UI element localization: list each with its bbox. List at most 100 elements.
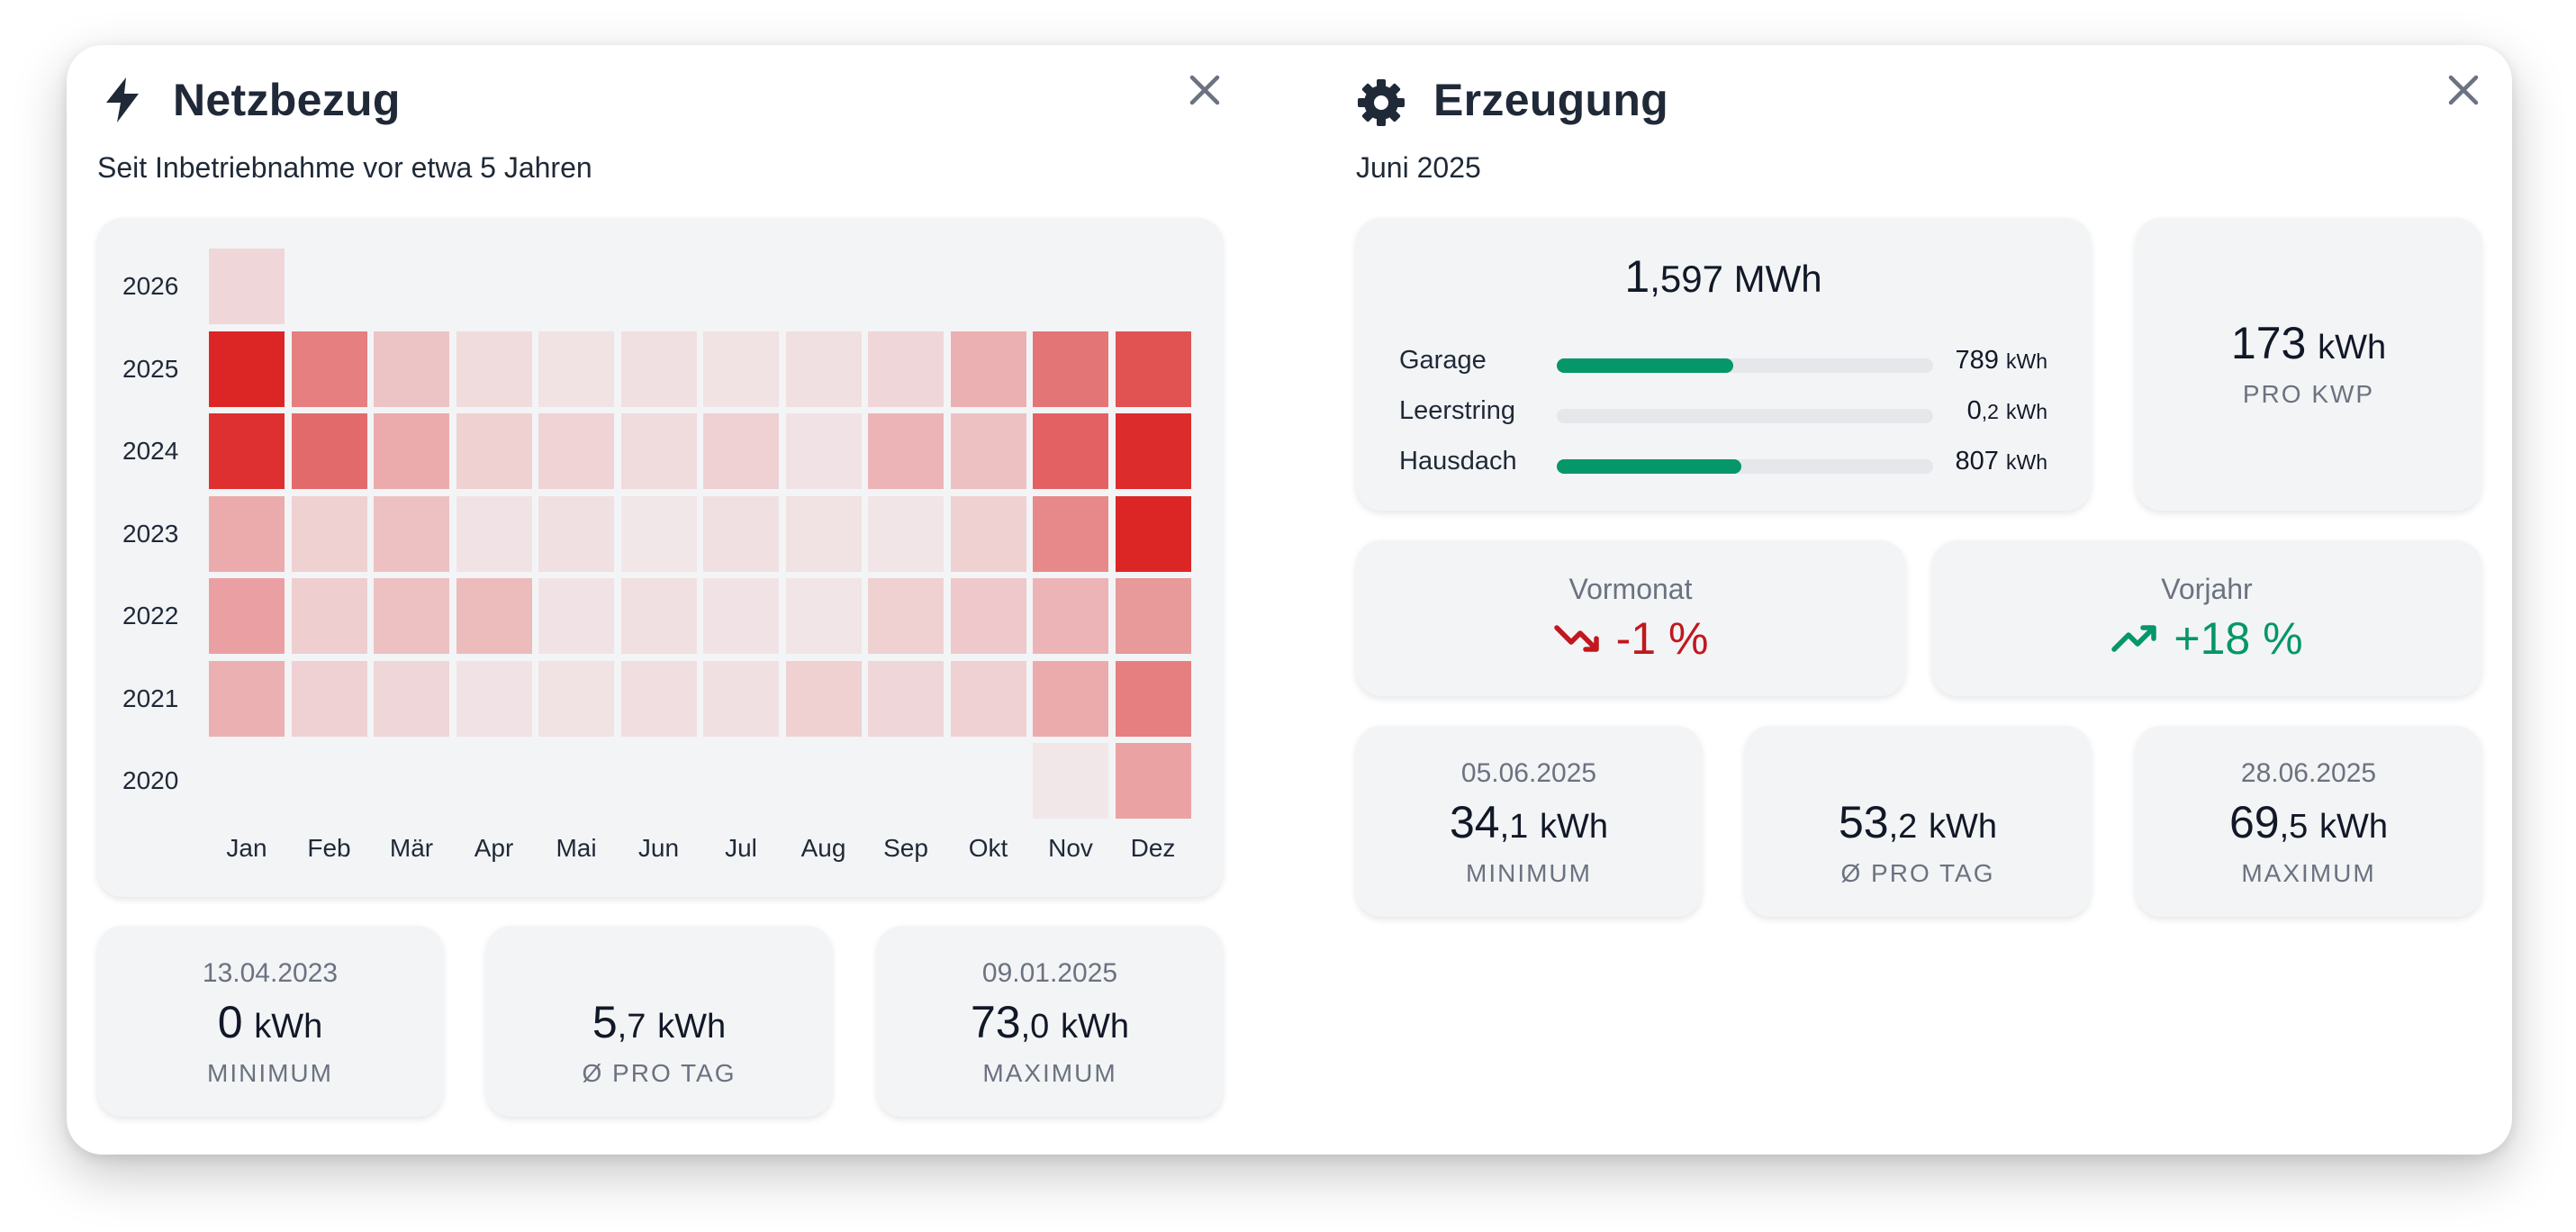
heatmap-month-label: Jan: [226, 834, 267, 862]
heatmap-year-label: 2024: [122, 437, 179, 465]
string-row-hausdach: Hausdach 807 kWh: [1399, 447, 2047, 476]
heatmap-cell[interactable]: [374, 495, 449, 572]
heatmap-cell[interactable]: [620, 495, 697, 572]
heatmap-cell[interactable]: [538, 495, 614, 572]
heatmap-cell[interactable]: [703, 578, 779, 654]
heatmap-cell[interactable]: [785, 660, 862, 737]
heatmap-cell[interactable]: [703, 331, 779, 407]
heatmap-cell[interactable]: [291, 413, 367, 489]
heatmap-cell[interactable]: [950, 660, 1026, 737]
heatmap-cell[interactable]: [1115, 495, 1191, 572]
erzeugung-title: Erzeugung: [1433, 75, 1669, 125]
vorjahr-title: Vorjahr: [2161, 573, 2253, 605]
heatmap-cell[interactable]: [620, 660, 697, 737]
heatmap-cell[interactable]: [209, 578, 285, 654]
string-progress-bar: [1557, 358, 1933, 373]
heatmap-cell[interactable]: [209, 413, 285, 489]
heatmap-cell[interactable]: [1115, 331, 1191, 407]
heatmap-cell[interactable]: [1115, 743, 1191, 819]
heatmap-cell[interactable]: [1033, 495, 1108, 572]
heatmap-month-label: Okt: [968, 834, 1008, 862]
heatmap-cell[interactable]: [703, 495, 779, 572]
heatmap-month-label: Nov: [1048, 834, 1093, 862]
heatmap-cell[interactable]: [785, 495, 862, 572]
heatmap-cell[interactable]: [1033, 743, 1108, 819]
heatmap-month-label: Aug: [800, 834, 846, 862]
avg-label: Ø PRO TAG: [582, 1059, 737, 1087]
heatmap-cell[interactable]: [291, 578, 367, 654]
heatmap-cell[interactable]: [538, 413, 614, 489]
heatmap-cell[interactable]: [456, 331, 532, 407]
per-kwp-card: 173 kWh PRO KWP: [2136, 218, 2481, 511]
close-icon[interactable]: [2445, 72, 2481, 108]
heatmap-month-label: Feb: [307, 834, 351, 862]
heatmap-cell[interactable]: [785, 331, 862, 407]
trending-up-icon: [2111, 625, 2157, 652]
heatmap-cell[interactable]: [950, 413, 1026, 489]
min-label: MINIMUM: [207, 1059, 333, 1087]
heatmap-cell[interactable]: [209, 495, 285, 572]
heatmap-cell[interactable]: [1115, 660, 1191, 737]
heatmap-cell[interactable]: [456, 413, 532, 489]
heatmap-cell[interactable]: [374, 660, 449, 737]
heatmap-cell[interactable]: [209, 249, 285, 324]
heatmap-cell[interactable]: [1033, 660, 1108, 737]
avg-label: Ø PRO TAG: [1840, 859, 1995, 887]
heatmap-cell[interactable]: [950, 331, 1026, 407]
max-label: MAXIMUM: [2241, 859, 2376, 887]
string-row-garage: Garage 789 kWh: [1399, 346, 2047, 375]
heatmap-cell[interactable]: [620, 413, 697, 489]
heatmap-cell[interactable]: [374, 331, 449, 407]
max-value: 69,5 kWh: [2228, 797, 2389, 847]
heatmap-cell[interactable]: [538, 578, 614, 654]
heatmap-cell[interactable]: [1115, 578, 1191, 654]
heatmap-year-label: 2021: [122, 684, 179, 712]
heatmap-cell[interactable]: [1115, 413, 1191, 489]
netzbezug-max-card: 09.01.2025 73,0 kWh MAXIMUM: [877, 926, 1223, 1117]
netzbezug-subtitle: Seit Inbetriebnahme vor etwa 5 Jahren: [97, 151, 592, 184]
heatmap-cell[interactable]: [374, 578, 449, 654]
total-value: 1,597 MWh: [1624, 251, 1822, 302]
erzeugung-header: Erzeugung: [1356, 72, 2481, 144]
heatmap-cell[interactable]: [456, 660, 532, 737]
avg-value: 53,2 kWh: [1838, 797, 1998, 847]
heatmap-cell[interactable]: [209, 331, 285, 407]
heatmap-cell[interactable]: [1033, 578, 1108, 654]
heatmap-cell[interactable]: [456, 578, 532, 654]
netzbezug-header: Netzbezug: [97, 72, 1223, 144]
heatmap-cell[interactable]: [868, 331, 944, 407]
lightning-icon: [101, 76, 144, 124]
heatmap-cell[interactable]: [703, 413, 779, 489]
heatmap-cell[interactable]: [620, 578, 697, 654]
heatmap-cell[interactable]: [374, 413, 449, 489]
heatmap-cell[interactable]: [950, 495, 1026, 572]
heatmap-cell[interactable]: [1033, 413, 1108, 489]
heatmap-cell[interactable]: [291, 331, 367, 407]
heatmap-cell[interactable]: [868, 413, 944, 489]
heatmap-cell[interactable]: [291, 660, 367, 737]
heatmap-cell[interactable]: [291, 495, 367, 572]
heatmap-cell[interactable]: [456, 495, 532, 572]
netzbezug-panel: Netzbezug Seit Inbetriebnahme vor etwa 5…: [97, 45, 1223, 1155]
min-label: MINIMUM: [1466, 859, 1592, 887]
heatmap-cell[interactable]: [868, 578, 944, 654]
min-date: 13.04.2023: [202, 958, 339, 988]
heatmap-cell[interactable]: [785, 413, 862, 489]
heatmap-cell[interactable]: [785, 578, 862, 654]
max-value: 73,0 kWh: [970, 997, 1130, 1047]
heatmap-cell[interactable]: [538, 331, 614, 407]
heatmap-cell[interactable]: [868, 495, 944, 572]
heatmap-cell[interactable]: [868, 660, 944, 737]
heatmap-cell[interactable]: [1033, 331, 1108, 407]
heatmap-cell[interactable]: [703, 660, 779, 737]
netzbezug-min-card: 13.04.2023 0 kWh MINIMUM: [97, 926, 443, 1117]
heatmap-year-label: 2023: [122, 519, 179, 548]
heatmap-cell[interactable]: [620, 331, 697, 407]
close-icon[interactable]: [1187, 72, 1223, 108]
dashboard-window: Netzbezug Seit Inbetriebnahme vor etwa 5…: [67, 45, 2512, 1155]
heatmap-cell[interactable]: [950, 578, 1026, 654]
heatmap-cell[interactable]: [538, 660, 614, 737]
heatmap-cell[interactable]: [209, 660, 285, 737]
erzeugung-avg-card: 53,2 kWh Ø PRO TAG: [1745, 726, 2091, 917]
max-label: MAXIMUM: [982, 1059, 1117, 1087]
